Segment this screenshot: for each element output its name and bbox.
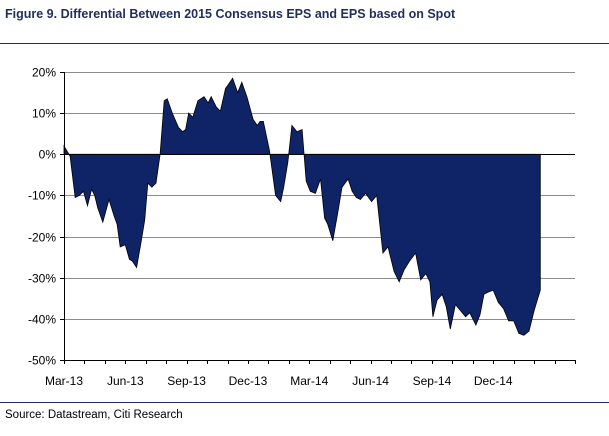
figure-title: Figure 9. Differential Between 2015 Cons… — [5, 7, 456, 21]
source-rule — [0, 402, 609, 403]
x-tick-labels: Mar-13 Jun-13 Sep-13 Dec-13 Mar-14 Jun-14 Sep-… — [45, 374, 513, 388]
y-tick-label: -50% — [28, 354, 56, 368]
x-tick-label: Dec-13 — [229, 374, 268, 388]
source-note: Source: Datastream, Citi Research — [5, 409, 183, 421]
x-tick-label: Jun-13 — [107, 374, 144, 388]
y-tick-label: 10% — [32, 107, 56, 121]
x-tick-label: Sep-14 — [413, 374, 452, 388]
x-tick-label: Jun-14 — [352, 374, 389, 388]
x-tick-label: Sep-13 — [167, 374, 206, 388]
y-tick-label: -10% — [28, 189, 56, 203]
title-rule — [0, 43, 609, 44]
x-tick-label: Dec-14 — [474, 374, 513, 388]
x-tick-label: Mar-14 — [290, 374, 328, 388]
axes — [60, 72, 576, 364]
y-tick-label: -40% — [28, 313, 56, 327]
y-tick-label: -30% — [28, 272, 56, 286]
x-tick-label: Mar-13 — [45, 374, 83, 388]
area-series — [63, 77, 541, 336]
y-tick-label: 0% — [39, 148, 57, 162]
y-tick-label: -20% — [28, 231, 56, 245]
y-tick-label: 20% — [32, 66, 56, 80]
series-differential-area — [63, 77, 541, 336]
y-tick-labels: 20% 10% 0% -10% -20% -30% -40% -50% — [28, 66, 56, 368]
